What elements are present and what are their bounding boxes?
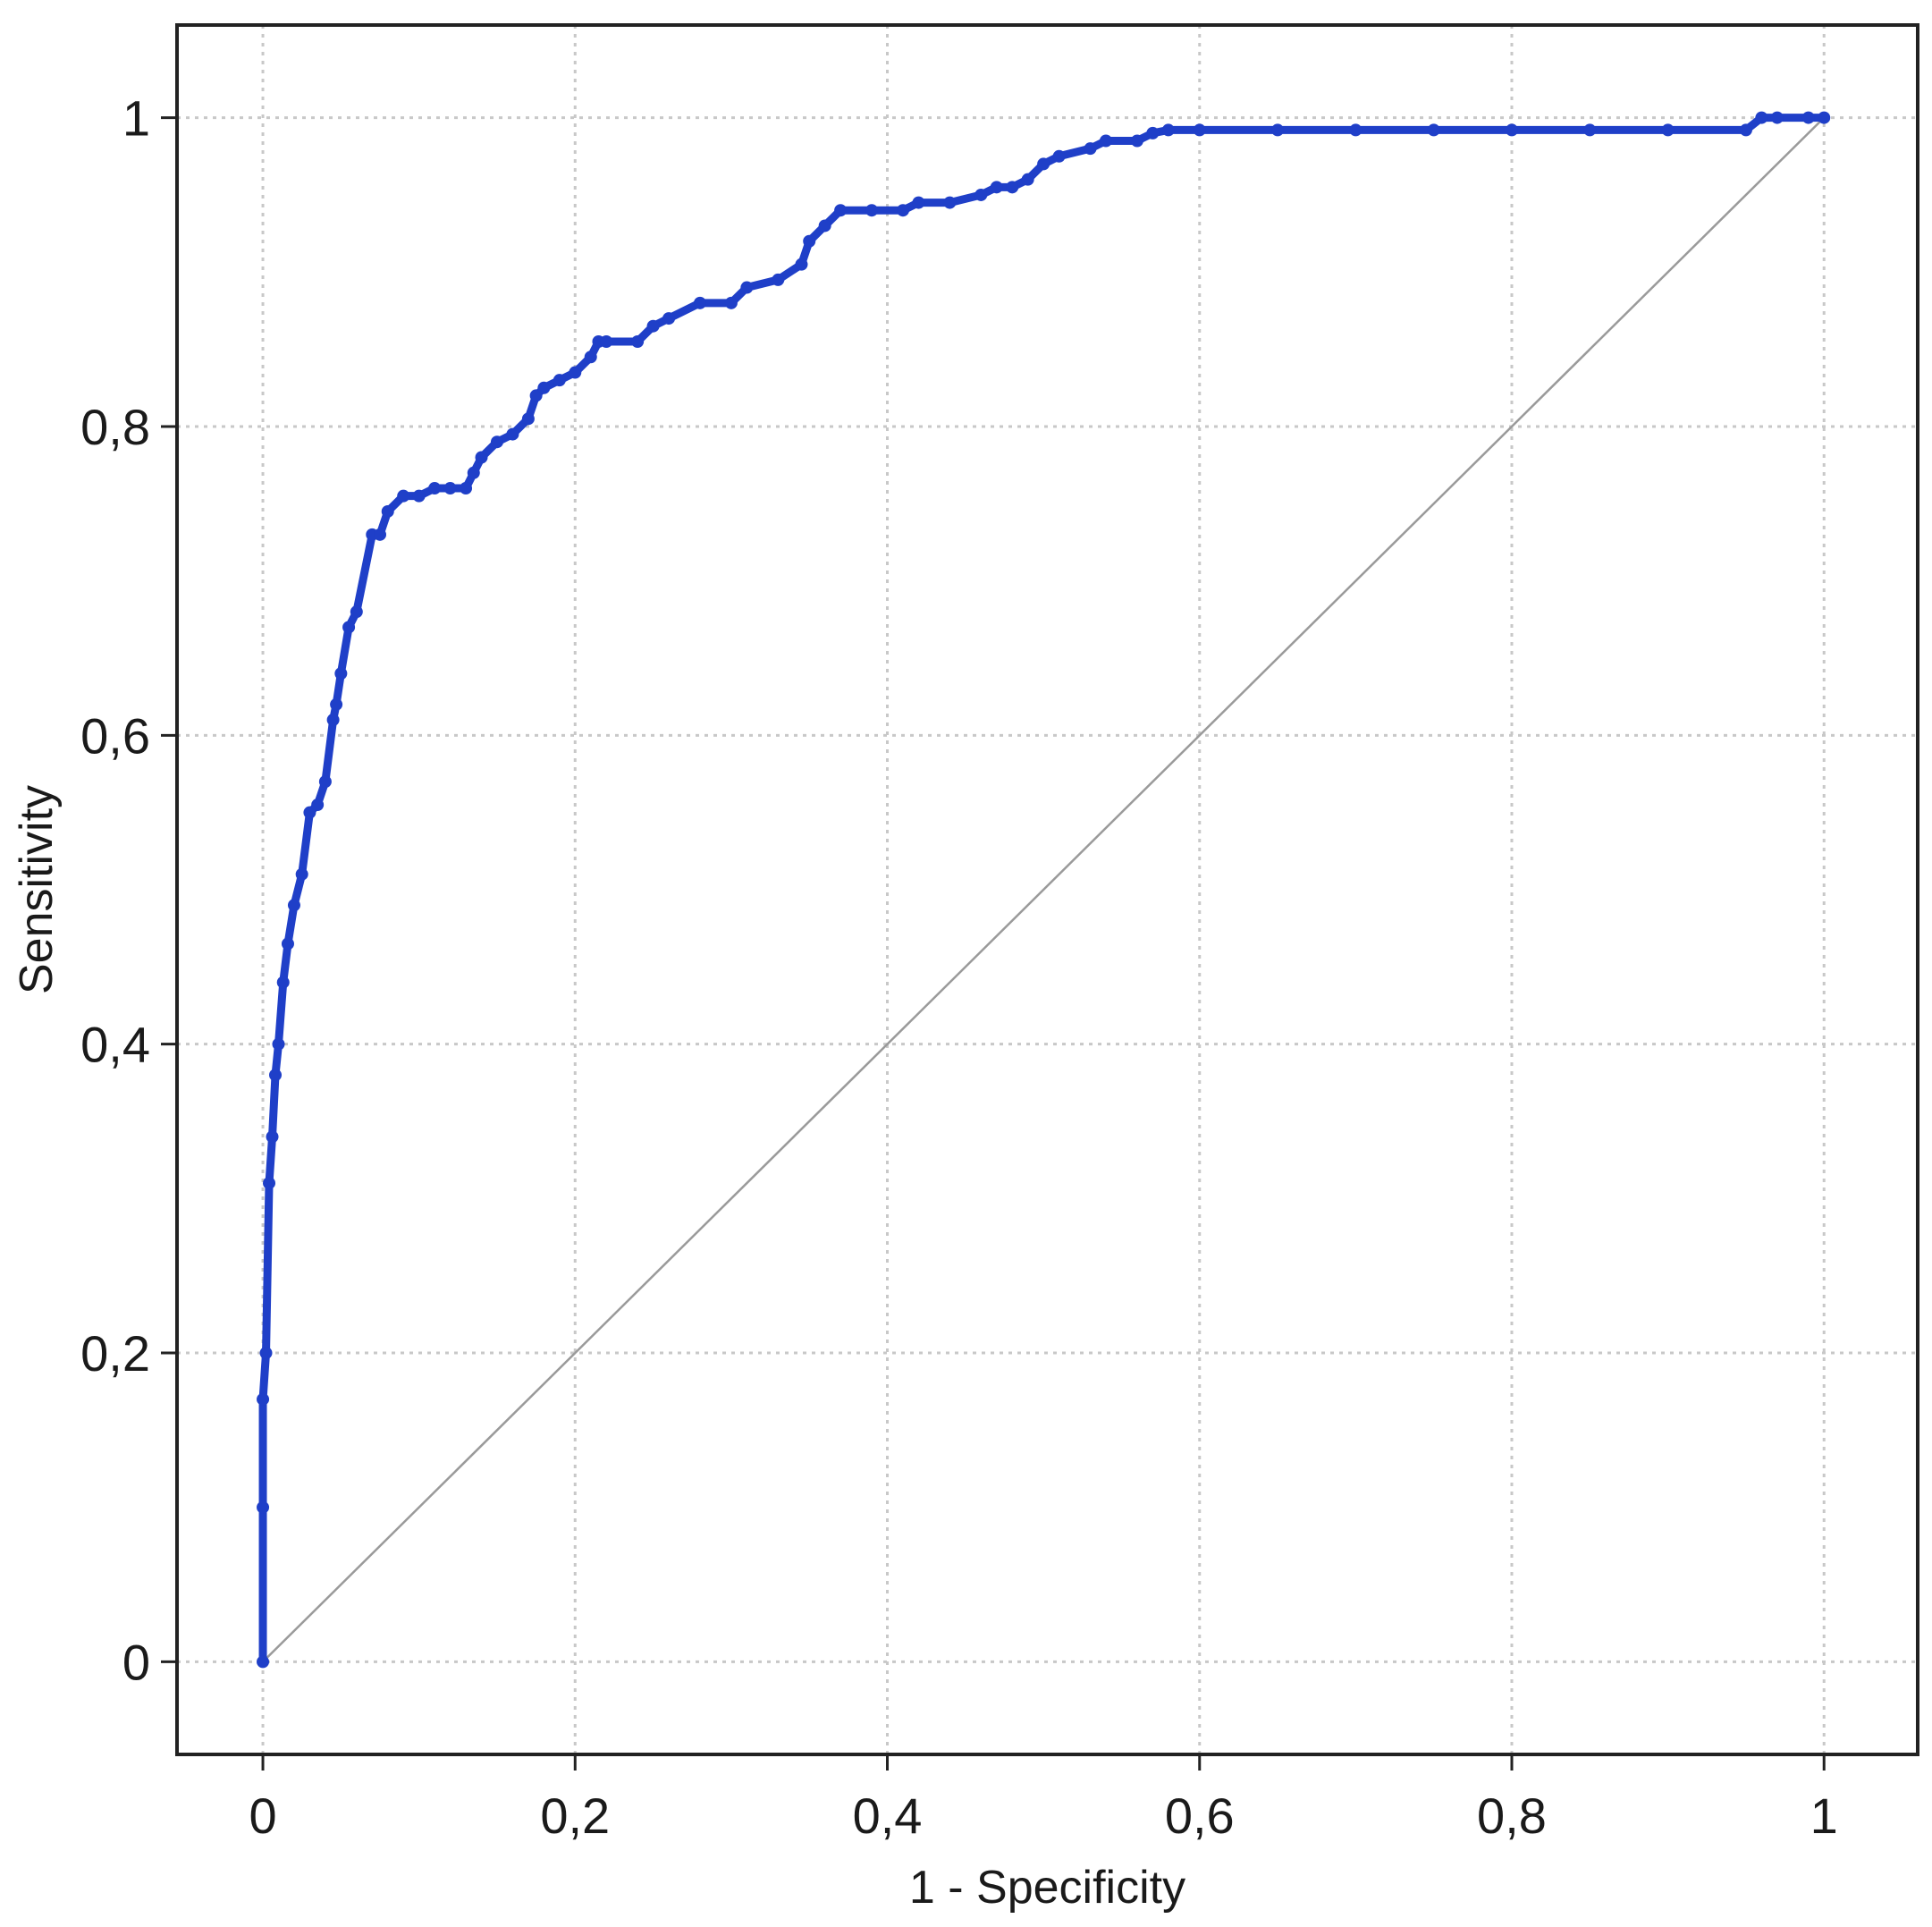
roc-point	[350, 605, 363, 619]
roc-point	[1739, 123, 1752, 137]
roc-point	[295, 867, 308, 881]
roc-point	[334, 667, 348, 680]
roc-point	[943, 196, 957, 209]
roc-point	[1818, 111, 1831, 124]
y-tick-label: 0,8	[80, 399, 150, 455]
roc-point	[1801, 111, 1815, 124]
roc-point	[724, 296, 738, 309]
roc-point	[974, 188, 988, 201]
plot-series	[257, 111, 1831, 1669]
roc-point	[257, 1655, 270, 1669]
roc-point	[428, 482, 442, 495]
roc-point	[795, 258, 808, 271]
roc-point	[1146, 126, 1160, 139]
roc-point	[1661, 123, 1675, 137]
roc-point	[990, 181, 1003, 194]
roc-point	[1427, 123, 1440, 137]
roc-point	[537, 381, 551, 394]
roc-point	[460, 482, 473, 495]
roc-point	[912, 196, 925, 209]
roc-point	[1505, 123, 1518, 137]
roc-point	[1099, 134, 1112, 148]
x-tick-label: 0,8	[1477, 1788, 1547, 1844]
roc-point	[1271, 123, 1285, 137]
roc-point	[506, 427, 519, 441]
roc-point	[263, 1177, 276, 1190]
roc-point	[569, 366, 582, 379]
roc-point	[1770, 111, 1784, 124]
roc-point	[1755, 111, 1768, 124]
x-axis-title: 1 - Specificity	[909, 1862, 1185, 1914]
roc-point	[803, 234, 816, 248]
roc-point	[600, 334, 613, 348]
y-tick-label: 0,2	[80, 1325, 150, 1382]
roc-point	[269, 1069, 283, 1082]
roc-point	[1037, 157, 1050, 171]
roc-point	[1161, 123, 1175, 137]
roc-point	[584, 351, 597, 364]
roc-point	[1006, 181, 1019, 194]
roc-point	[443, 482, 457, 495]
roc-point	[374, 528, 387, 541]
roc-point	[1021, 173, 1034, 186]
x-tick-label: 0,4	[853, 1788, 923, 1844]
roc-point	[553, 374, 566, 387]
roc-point	[1583, 123, 1597, 137]
roc-point	[276, 976, 290, 989]
y-tick-label: 0,4	[80, 1017, 150, 1073]
roc-point	[693, 296, 706, 309]
roc-point	[342, 621, 356, 634]
roc-point	[287, 899, 300, 912]
reference-diagonal-line	[262, 116, 1826, 1663]
roc-point	[326, 714, 340, 727]
roc-point	[1130, 134, 1143, 148]
roc-point	[257, 1392, 270, 1406]
roc-point	[266, 1130, 279, 1144]
roc-point	[1193, 123, 1206, 137]
roc-point	[834, 204, 848, 217]
x-tick-label: 1	[1810, 1788, 1838, 1844]
y-tick-label: 0,6	[80, 707, 150, 764]
roc-point	[646, 319, 660, 333]
y-axis-title: Sensitivity	[11, 785, 63, 994]
roc-point	[521, 412, 535, 426]
y-tick-label: 1	[122, 90, 150, 147]
roc-point	[896, 204, 909, 217]
roc-point	[311, 799, 325, 812]
y-tick-label: 0	[122, 1634, 150, 1690]
roc-point	[529, 389, 543, 402]
roc-point	[259, 1347, 273, 1360]
roc-point	[490, 435, 503, 449]
roc-point	[818, 219, 831, 232]
roc-point	[631, 334, 645, 348]
roc-point	[740, 281, 754, 294]
roc-point	[772, 273, 785, 286]
roc-point	[1084, 142, 1097, 156]
grid-lines	[177, 25, 1918, 1754]
roc-point	[257, 1500, 270, 1514]
x-tick-label: 0	[249, 1788, 276, 1844]
roc-point	[397, 489, 410, 503]
x-tick-label: 0,6	[1165, 1788, 1235, 1844]
axis-ticks: 0 0,2 0,4 0,6 0,8 1 0 0,2 0,4 0,6 0,8 1	[80, 90, 1838, 1844]
roc-point	[662, 312, 676, 325]
x-tick-label: 0,2	[540, 1788, 610, 1844]
roc-point	[412, 489, 426, 503]
roc-point	[330, 697, 343, 711]
roc-point	[865, 204, 879, 217]
roc-point	[318, 775, 332, 789]
roc-point	[281, 937, 294, 951]
roc-point	[1349, 123, 1363, 137]
roc-point	[381, 504, 394, 518]
roc-point	[475, 451, 488, 464]
roc-point	[1052, 149, 1066, 163]
roc-point	[467, 466, 480, 479]
plot-area-frame	[175, 23, 1919, 1756]
roc-point	[272, 1037, 285, 1051]
roc-point	[303, 806, 316, 819]
